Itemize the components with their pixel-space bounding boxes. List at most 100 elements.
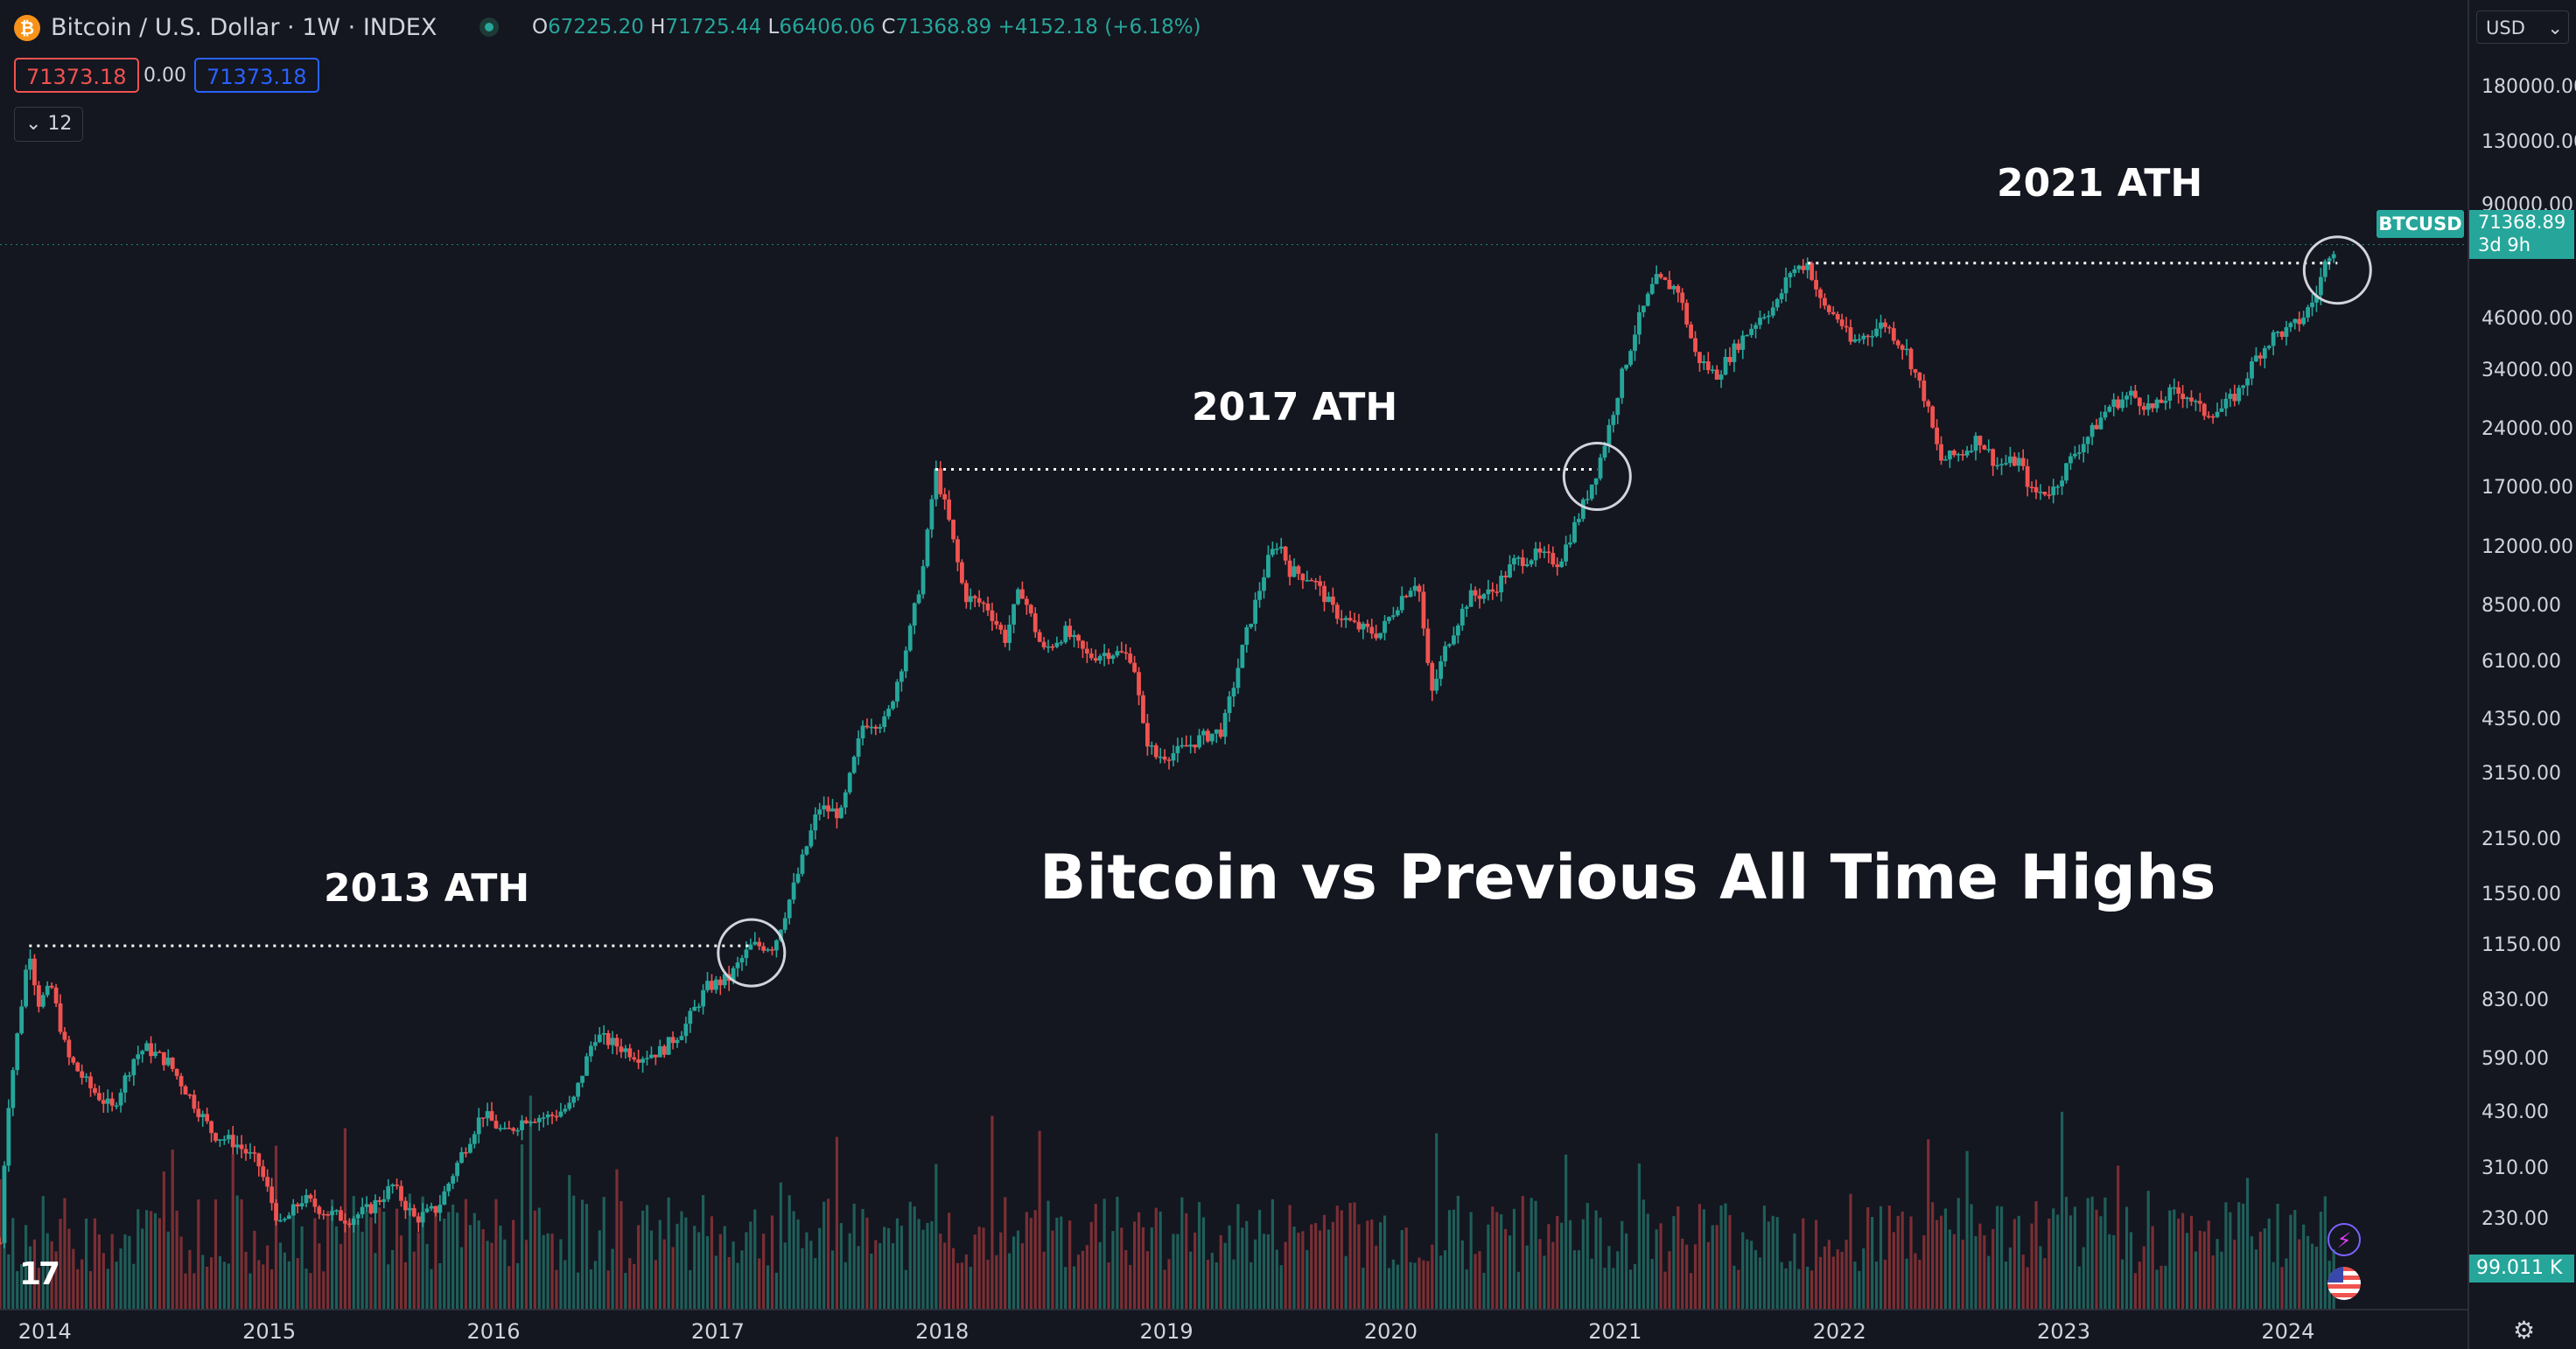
volume-bar [990,1115,994,1309]
volume-bar [2026,1267,2029,1309]
volume-bar [1818,1256,1823,1309]
volume-bar [1020,1243,1025,1309]
volume-bar [1620,1220,1624,1309]
candle-body [144,1043,150,1052]
volume-bar [865,1217,869,1309]
volume-bar [2258,1231,2262,1309]
volume-bar [1194,1232,1197,1309]
market-status-dot-icon [480,17,499,37]
candle-body [640,1059,645,1063]
candle-body [2094,424,2099,430]
candle-body [390,1185,396,1186]
candle-body [1559,561,1564,568]
volume-bar [2202,1231,2206,1309]
candle-body [1792,269,1797,274]
candle-body [1593,478,1599,485]
symbol-title[interactable]: Bitcoin / U.S. Dollar · 1W · INDEX [51,14,438,41]
volume-bar [214,1199,218,1309]
flash-icon[interactable]: ⚡ [2328,1223,2361,1256]
volume-bar [977,1227,981,1309]
candle-body [972,596,977,598]
volume-bar [1201,1217,1206,1309]
candle-body [2137,397,2142,407]
candle-body [2055,486,2061,488]
volume-bar [309,1273,312,1309]
volume-bar [356,1220,360,1309]
volume-bar [1344,1255,1348,1309]
volume-bar [443,1218,446,1309]
volume-bar [1012,1236,1016,1309]
volume-bar [1210,1253,1214,1309]
candle-body [1499,576,1504,593]
candle-body [1835,314,1840,320]
volume-bar [2250,1236,2254,1309]
candle-body [1550,553,1556,565]
candle-body [2146,403,2151,410]
price-tick-label: 46000.00 [2482,307,2573,330]
candle-body [2051,486,2056,496]
volume-bar [1382,1215,1387,1309]
candle-body [1494,591,1500,593]
candle-body [1128,654,1133,663]
price-chart[interactable] [0,0,2468,1309]
volume-bar [801,1248,804,1309]
candle-body [929,499,934,530]
volume-bar [1163,1269,1166,1309]
candle-body [1857,339,1862,341]
candle-body [351,1218,356,1226]
candle-body [1137,672,1141,695]
volume-bar [2073,1206,2076,1309]
candle-body [1649,283,1655,294]
settings-gear-icon[interactable]: ⚙ [2513,1316,2536,1345]
us-flag-icon[interactable] [2328,1267,2361,1300]
volume-bar [434,1213,438,1309]
candle-body [864,725,870,728]
volume-bar [1771,1215,1774,1309]
currency-select[interactable]: USD ⌄ [2476,10,2569,44]
indicators-toggle-button[interactable]: ⌄ 12 [14,107,84,142]
volume-bar [2181,1213,2185,1309]
volume-bar [1874,1262,1879,1309]
candle-body [424,1208,430,1213]
sell-button[interactable]: 71373.18 [14,58,139,93]
candle-body [679,1036,684,1040]
candle-body [317,1206,322,1214]
candle-body [187,1094,192,1096]
chart-area[interactable]: ₿ Bitcoin / U.S. Dollar · 1W · INDEX O67… [0,0,2468,1309]
volume-bar [1590,1258,1593,1309]
candle-body [45,985,50,996]
candle-body [274,1203,278,1221]
volume-bar [145,1210,149,1309]
candle-body [2258,355,2263,359]
candle-body [127,1075,132,1077]
volume-bar [1400,1230,1404,1309]
volume-bar [1672,1216,1676,1309]
candle-body [399,1185,403,1201]
volume-bar [1176,1234,1180,1309]
volume-bar [900,1226,903,1309]
volume-bar [584,1204,589,1309]
volume-bar [1456,1195,1460,1309]
volume-bar [2254,1249,2258,1309]
volume-bar [1413,1262,1417,1309]
volume-bar [403,1262,408,1309]
volume-bar [1512,1208,1516,1309]
volume-bar [1706,1241,1710,1309]
ath-break-circle [2302,235,2372,305]
candle-body [1093,658,1098,661]
volume-bar [628,1258,632,1309]
volume-bar [1443,1250,1447,1309]
volume-bar [2263,1228,2266,1309]
candle-body [2,1165,7,1243]
candle-body [1201,730,1206,736]
volume-bar [1348,1203,1352,1309]
candle-body [1374,633,1379,639]
candle-body [601,1032,606,1035]
time-axis[interactable]: 2014 2015 2016 2017 2018 2019 2020 2021 2022 2023… [0,1309,2468,1349]
volume-bar [1487,1224,1490,1309]
price-axis[interactable]: USD ⌄ 180000.00 130000.00 90000.00 46000.00… [2468,0,2576,1349]
candle-body [2180,393,2186,400]
buy-button[interactable]: 71373.18 [194,58,319,93]
volume-bar [1206,1260,1210,1309]
volume-bar [304,1269,308,1309]
